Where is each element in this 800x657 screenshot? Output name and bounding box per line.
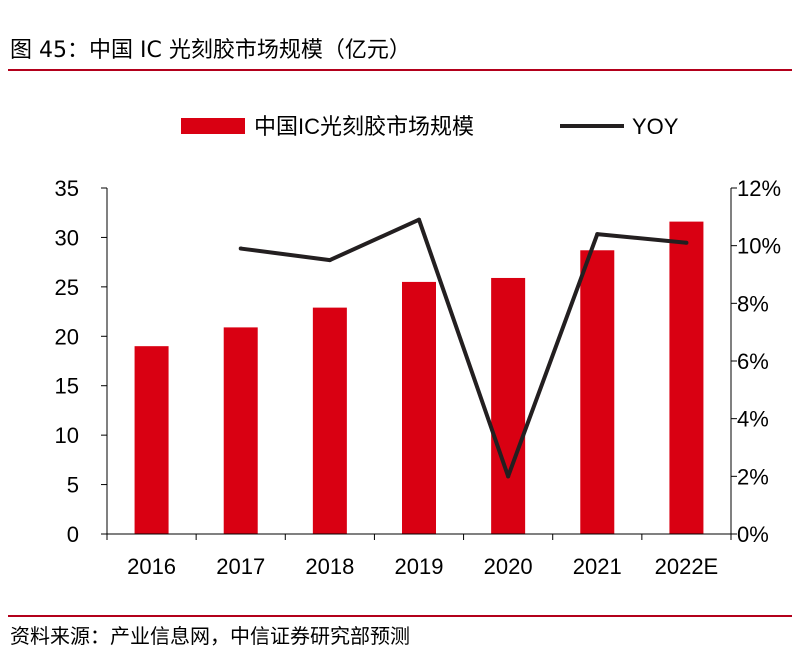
yoy-point-2020	[506, 474, 511, 479]
left-tick-label: 30	[55, 225, 79, 250]
bar-2020	[491, 277, 526, 534]
yoy-line	[240, 217, 687, 479]
yoy-point-2022E	[684, 240, 689, 245]
x-tick-label: 2020	[484, 554, 533, 579]
left-tick-label: 10	[55, 423, 79, 448]
legend-bar-swatch	[181, 118, 245, 134]
right-tick-label: 4%	[737, 407, 769, 432]
right-tick-label: 12%	[737, 176, 781, 201]
figure-title: 图 45：中国 IC 光刻胶市场规模（亿元）	[10, 38, 411, 63]
left-tick-label: 35	[55, 176, 79, 201]
legend-line-label: YOY	[632, 114, 679, 139]
right-tick-label: 10%	[737, 234, 781, 259]
yoy-point-2017	[238, 246, 243, 251]
left-tick-label: 20	[55, 324, 79, 349]
source-divider	[8, 615, 792, 617]
x-tick-label: 2016	[127, 554, 176, 579]
chart-axes: 0 5 10 15 20 25 30 35 0% 2% 4% 6% 8% 10% 12% 2016 2017 20…	[55, 176, 782, 579]
right-tick-label: 0%	[737, 522, 769, 547]
legend-bar-label: 中国IC光刻胶市场规模	[254, 114, 474, 139]
title-divider	[8, 69, 792, 71]
left-tick-label: 25	[55, 275, 79, 300]
x-tick-label: 2017	[216, 554, 265, 579]
bar-series	[134, 221, 704, 534]
left-tick-label: 0	[67, 522, 79, 547]
bar-2016	[134, 346, 169, 534]
x-tick-label: 2018	[305, 554, 354, 579]
bar-2017	[223, 327, 258, 534]
bar-2018	[312, 307, 347, 534]
yoy-point-2021	[595, 232, 600, 237]
left-tick-label: 5	[67, 473, 79, 498]
bar-2021	[580, 250, 615, 534]
combo-chart: 中国IC光刻胶市场规模 YOY 0 5 10 15 20 25 30 35 0% 2% 4% 6% 8% 1…	[55, 114, 782, 579]
x-tick-label: 2019	[395, 554, 444, 579]
yoy-point-2019	[417, 217, 421, 222]
chart-legend: 中国IC光刻胶市场规模 YOY	[181, 114, 679, 139]
left-tick-label: 15	[55, 374, 79, 399]
yoy-line-series	[238, 217, 689, 479]
source-note: 资料来源：产业信息网，中信证券研究部预测	[10, 624, 410, 648]
yoy-point-2018	[327, 258, 332, 263]
bar-2019	[402, 281, 436, 534]
right-tick-label: 8%	[737, 291, 769, 316]
x-tick-label: 2022E	[655, 554, 719, 579]
right-tick-label: 6%	[737, 349, 769, 374]
right-tick-label: 2%	[737, 464, 769, 489]
x-tick-label: 2021	[573, 554, 622, 579]
bar-2022E	[669, 221, 704, 534]
